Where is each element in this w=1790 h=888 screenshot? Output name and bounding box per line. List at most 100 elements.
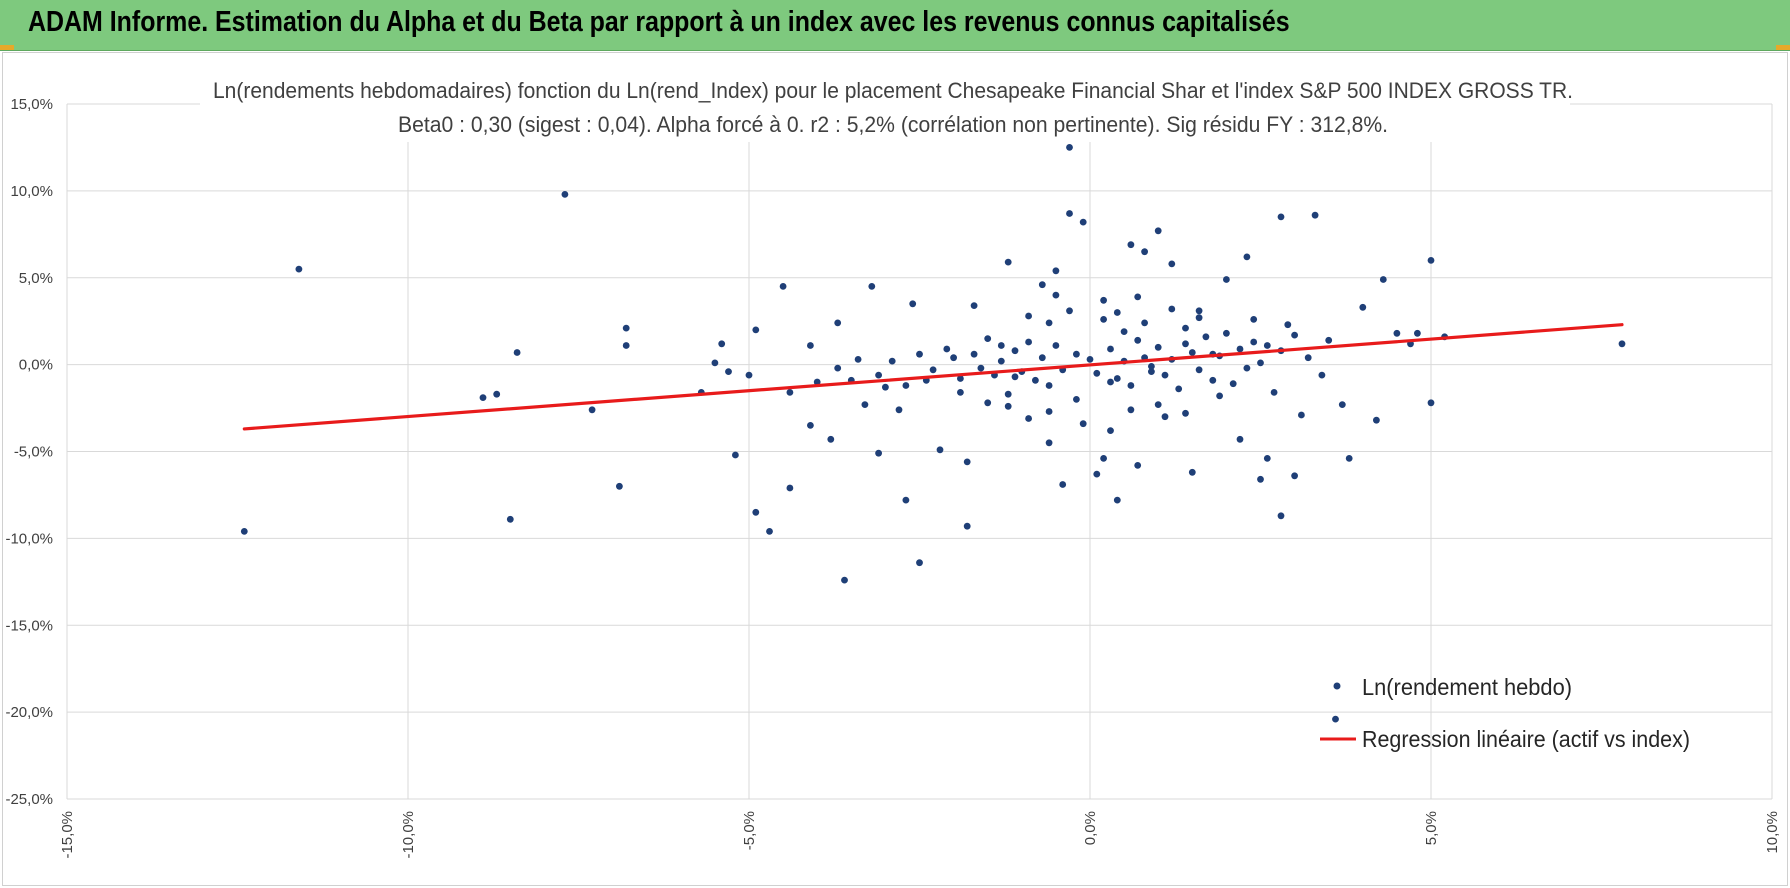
chart-subtitle: Beta0 : 0,30 (sigest : 0,04). Alpha forc… bbox=[398, 112, 1388, 137]
data-point bbox=[1025, 312, 1032, 320]
y-tick-label: 10,0% bbox=[10, 183, 53, 200]
data-point bbox=[711, 359, 719, 367]
data-point bbox=[984, 335, 992, 342]
data-point bbox=[1093, 369, 1101, 377]
x-tick-label: -10,0% bbox=[400, 811, 417, 859]
data-point bbox=[622, 324, 630, 332]
data-point bbox=[1427, 399, 1435, 407]
data-point bbox=[240, 528, 248, 535]
data-point bbox=[1066, 210, 1073, 217]
data-point bbox=[1325, 336, 1333, 344]
data-point bbox=[1250, 338, 1258, 346]
data-point bbox=[506, 515, 514, 523]
data-point bbox=[807, 342, 814, 349]
data-point bbox=[1073, 350, 1080, 358]
data-point bbox=[950, 354, 957, 362]
data-point bbox=[1052, 291, 1060, 299]
data-point bbox=[827, 435, 835, 443]
data-point bbox=[1209, 376, 1217, 384]
data-point bbox=[929, 366, 937, 374]
data-point bbox=[1113, 375, 1121, 382]
data-point bbox=[1045, 319, 1053, 327]
data-point bbox=[1291, 331, 1298, 339]
data-point bbox=[1277, 512, 1285, 520]
data-point bbox=[868, 283, 876, 290]
data-point bbox=[752, 326, 760, 334]
data-point bbox=[1229, 380, 1237, 388]
data-point bbox=[1332, 715, 1339, 723]
data-point bbox=[1086, 356, 1094, 363]
data-point bbox=[1134, 293, 1142, 301]
data-point bbox=[1236, 345, 1244, 353]
data-point bbox=[745, 371, 753, 379]
data-point bbox=[1134, 336, 1142, 344]
x-tick-label: 10,0% bbox=[1764, 811, 1781, 854]
data-point bbox=[1311, 211, 1319, 219]
data-point bbox=[1011, 373, 1019, 381]
data-point bbox=[1134, 462, 1142, 469]
legend-label-regression: Regression linéaire (actif vs index) bbox=[1362, 726, 1690, 752]
report-title: ADAM Informe. Estimation du Alpha et du … bbox=[28, 6, 1290, 38]
data-point bbox=[1182, 409, 1189, 417]
data-point bbox=[997, 357, 1005, 365]
data-point bbox=[1004, 402, 1012, 410]
x-tick-label: 5,0% bbox=[1423, 811, 1440, 845]
data-point bbox=[861, 401, 869, 408]
data-point bbox=[1032, 376, 1039, 384]
data-point bbox=[1148, 363, 1155, 370]
data-point bbox=[1127, 241, 1135, 249]
data-point bbox=[1093, 470, 1101, 478]
data-point bbox=[1284, 321, 1292, 329]
legend-label-points: Ln(rendement hebdo) bbox=[1362, 674, 1572, 700]
data-point bbox=[1004, 390, 1012, 398]
data-point bbox=[970, 350, 978, 358]
data-point bbox=[1113, 309, 1121, 316]
legend-marker-points bbox=[1333, 682, 1341, 690]
data-point bbox=[1216, 392, 1223, 400]
data-point bbox=[1141, 248, 1148, 256]
data-point bbox=[1223, 276, 1230, 283]
x-tick-label: -15,0% bbox=[59, 811, 76, 859]
data-point bbox=[895, 406, 903, 414]
data-point bbox=[882, 383, 889, 391]
data-point bbox=[588, 406, 596, 414]
data-point bbox=[732, 451, 739, 459]
data-point bbox=[1243, 253, 1251, 261]
data-point bbox=[1100, 455, 1107, 462]
data-point bbox=[1066, 144, 1073, 151]
data-point bbox=[1195, 307, 1203, 315]
data-point bbox=[1045, 439, 1053, 447]
data-point bbox=[1250, 316, 1258, 323]
data-point bbox=[1038, 281, 1046, 289]
data-point bbox=[561, 191, 569, 198]
data-point bbox=[1141, 319, 1148, 327]
data-point bbox=[1127, 382, 1135, 389]
data-point bbox=[813, 378, 821, 386]
data-point bbox=[1052, 267, 1060, 275]
data-point bbox=[1618, 340, 1626, 348]
data-point bbox=[1025, 415, 1032, 422]
data-point bbox=[752, 508, 760, 516]
data-point bbox=[1052, 342, 1060, 349]
data-point bbox=[1079, 218, 1087, 226]
data-point bbox=[1148, 368, 1155, 375]
data-point bbox=[1004, 258, 1012, 266]
y-tick-label: -10,0% bbox=[5, 530, 53, 547]
chart-area bbox=[2, 52, 1788, 886]
data-point bbox=[766, 528, 773, 535]
data-point bbox=[1059, 481, 1067, 488]
data-point bbox=[1338, 401, 1346, 408]
data-point bbox=[1414, 329, 1421, 337]
x-tick-label: 0,0% bbox=[1082, 811, 1099, 845]
data-point bbox=[1107, 378, 1114, 386]
data-point bbox=[1427, 257, 1435, 264]
data-point bbox=[1100, 296, 1107, 304]
y-tick-label: -20,0% bbox=[5, 704, 53, 721]
data-point bbox=[977, 364, 985, 372]
data-point bbox=[1038, 354, 1046, 362]
data-point bbox=[1223, 329, 1230, 337]
data-point bbox=[963, 458, 971, 466]
data-point bbox=[909, 300, 917, 308]
data-point bbox=[1188, 468, 1196, 476]
data-point bbox=[1066, 307, 1073, 315]
